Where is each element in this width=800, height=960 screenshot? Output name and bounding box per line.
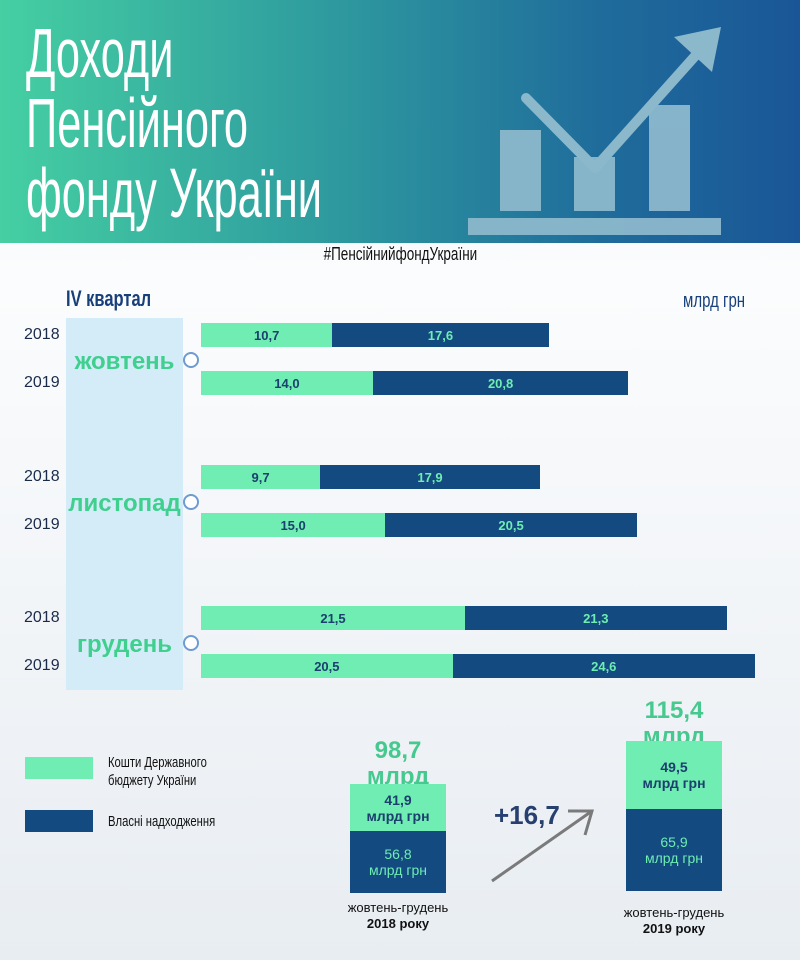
stack-2019-budget: 49,5 млрд грн	[626, 741, 722, 809]
month-panel	[66, 318, 183, 690]
year-label: 2019	[24, 374, 60, 391]
bar-budget: 15,0	[201, 513, 386, 537]
bar-budget: 9,7	[201, 465, 321, 489]
year-label: 2019	[24, 516, 60, 533]
title-line: Пенсійного	[26, 84, 249, 162]
year-label: 2018	[24, 326, 60, 343]
month-marker	[183, 494, 199, 510]
bar-budget: 14,0	[201, 371, 373, 395]
stack-2018-budget: 41,9 млрд грн	[350, 784, 446, 831]
year-label: 2019	[24, 657, 60, 674]
caption-2019: жовтень-грудень 2019 року	[623, 905, 725, 936]
bar-own: 21,3	[465, 606, 727, 630]
bar-own: 17,6	[332, 323, 549, 347]
month-label: грудень	[77, 631, 172, 658]
bar-own: 17,9	[320, 465, 540, 489]
year-label: 2018	[24, 609, 60, 626]
bar-budget: 20,5	[201, 654, 453, 678]
bar-budget: 10,7	[201, 323, 333, 347]
bar-own: 20,8	[372, 371, 629, 395]
page-title: Доходи Пенсійного фонду України	[26, 18, 322, 228]
legend-label-own: Власні надходження	[108, 813, 216, 830]
growth-chart-icon	[468, 27, 721, 235]
bar-own: 24,6	[452, 654, 755, 678]
stack-2019-own: 65,9 млрд грн	[626, 809, 722, 891]
stack-2018-own: 56,8 млрд грн	[350, 831, 446, 893]
month-marker	[183, 352, 199, 368]
legend-swatch-budget	[25, 757, 93, 779]
legend-label-budget: Кошти Державного бюджету України	[108, 754, 207, 789]
title-line: Доходи	[26, 14, 174, 92]
legend-swatch-own	[25, 810, 93, 832]
quarter-label: IV квартал	[66, 286, 152, 311]
month-marker	[183, 635, 199, 651]
header-banner: Доходи Пенсійного фонду України	[0, 0, 800, 243]
hashtag: #ПенсійнийфондУкраїни	[323, 244, 477, 264]
difference-label: +16,7	[494, 800, 560, 830]
arrow-up-icon	[491, 809, 594, 883]
month-label: листопад	[68, 490, 181, 517]
unit-label: млрд грн	[683, 290, 746, 312]
title-line: фонду України	[26, 154, 323, 232]
month-label: жовтень	[74, 348, 175, 375]
year-label: 2018	[24, 468, 60, 485]
bar-own: 20,5	[385, 513, 637, 537]
bar-budget: 21,5	[201, 606, 466, 630]
caption-2018: жовтень-грудень 2018 року	[347, 900, 449, 931]
